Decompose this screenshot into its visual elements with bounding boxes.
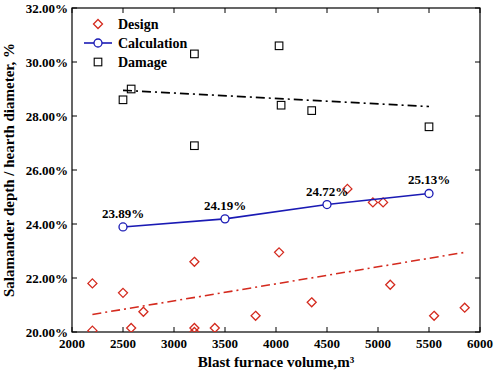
point bbox=[275, 248, 284, 257]
y-tick-label: 20.00% bbox=[26, 325, 68, 340]
point bbox=[191, 50, 199, 58]
point bbox=[323, 201, 331, 209]
y-tick-label: 24.00% bbox=[26, 217, 68, 232]
y-axis-title: Salamander depth / hearth diameter, % bbox=[1, 43, 17, 297]
legend-label: Damage bbox=[118, 55, 167, 70]
x-tick-top bbox=[327, 8, 328, 13]
point bbox=[139, 307, 148, 316]
point bbox=[307, 298, 316, 307]
point bbox=[88, 279, 97, 288]
x-tick bbox=[123, 327, 124, 332]
y-tick-right bbox=[475, 224, 480, 225]
series-line bbox=[123, 193, 429, 226]
x-tick-label: 5000 bbox=[365, 336, 391, 351]
x-tick-top bbox=[480, 8, 481, 13]
y-tick-right bbox=[475, 278, 480, 279]
point bbox=[425, 123, 433, 131]
x-tick-label: 3500 bbox=[212, 336, 238, 351]
x-tick-label: 4000 bbox=[263, 336, 289, 351]
y-tick-right bbox=[475, 8, 480, 9]
point bbox=[221, 215, 229, 223]
data-label: 23.89% bbox=[102, 206, 144, 221]
y-tick bbox=[72, 8, 77, 9]
x-tick-label: 4500 bbox=[314, 336, 340, 351]
x-tick bbox=[429, 327, 430, 332]
point bbox=[119, 288, 128, 297]
y-tick-right bbox=[475, 116, 480, 117]
y-tick-right bbox=[475, 170, 480, 171]
x-tick-top bbox=[378, 8, 379, 13]
x-tick-top bbox=[276, 8, 277, 13]
legend-marker bbox=[94, 20, 103, 29]
legend-marker bbox=[94, 58, 102, 66]
x-tick-top bbox=[72, 8, 73, 13]
y-tick bbox=[72, 224, 77, 225]
point bbox=[127, 85, 135, 93]
y-tick bbox=[72, 116, 77, 117]
point bbox=[308, 107, 316, 115]
x-tick bbox=[276, 327, 277, 332]
point bbox=[88, 326, 97, 332]
x-axis-title: Blast furnace volume,m³ bbox=[198, 354, 355, 370]
legend-marker bbox=[94, 39, 102, 47]
point bbox=[127, 323, 136, 332]
y-tick-label: 30.00% bbox=[26, 55, 68, 70]
point bbox=[190, 257, 199, 266]
plot-frame bbox=[72, 8, 480, 332]
x-tick-top bbox=[429, 8, 430, 13]
y-tick bbox=[72, 278, 77, 279]
point bbox=[210, 323, 219, 332]
x-tick-label: 6000 bbox=[467, 336, 493, 351]
x-tick bbox=[174, 327, 175, 332]
x-tick-top bbox=[225, 8, 226, 13]
x-tick bbox=[378, 327, 379, 332]
y-tick-label: 32.00% bbox=[26, 1, 68, 16]
x-tick-top bbox=[174, 8, 175, 13]
x-tick bbox=[327, 327, 328, 332]
y-tick-label: 26.00% bbox=[26, 163, 68, 178]
x-tick-top bbox=[123, 8, 124, 13]
point bbox=[251, 311, 260, 320]
x-tick bbox=[480, 327, 481, 332]
data-label: 24.19% bbox=[204, 198, 246, 213]
y-tick-label: 28.00% bbox=[26, 109, 68, 124]
series-line bbox=[92, 252, 464, 314]
data-label: 24.72% bbox=[306, 184, 348, 199]
data-label: 25.13% bbox=[408, 172, 450, 187]
y-tick-right bbox=[475, 332, 480, 333]
point bbox=[275, 42, 283, 50]
plot-area bbox=[88, 42, 469, 332]
legend-label: Design bbox=[118, 17, 159, 32]
legend-label: Calculation bbox=[118, 36, 187, 51]
series-line bbox=[123, 90, 429, 106]
y-tick bbox=[72, 170, 77, 171]
point bbox=[386, 280, 395, 289]
point bbox=[430, 311, 439, 320]
point bbox=[119, 96, 127, 104]
y-tick bbox=[72, 62, 77, 63]
y-tick-label: 22.00% bbox=[26, 271, 68, 286]
x-tick-label: 3000 bbox=[161, 336, 187, 351]
point bbox=[460, 303, 469, 312]
point bbox=[277, 101, 285, 109]
point bbox=[425, 189, 433, 197]
x-tick bbox=[72, 327, 73, 332]
point bbox=[191, 142, 199, 150]
y-tick-right bbox=[475, 62, 480, 63]
point bbox=[119, 223, 127, 231]
data-labels: 23.89% 24.19% 24.72% 25.13% bbox=[102, 172, 450, 220]
y-tick bbox=[72, 332, 77, 333]
point bbox=[190, 328, 199, 333]
x-tick-label: 5500 bbox=[416, 336, 442, 351]
x-tick bbox=[225, 327, 226, 332]
legend: Design Calculation Damage bbox=[84, 17, 187, 70]
chart: 20002500300035004000450050005500600020.0… bbox=[0, 0, 500, 374]
x-tick-label: 2500 bbox=[110, 336, 136, 351]
